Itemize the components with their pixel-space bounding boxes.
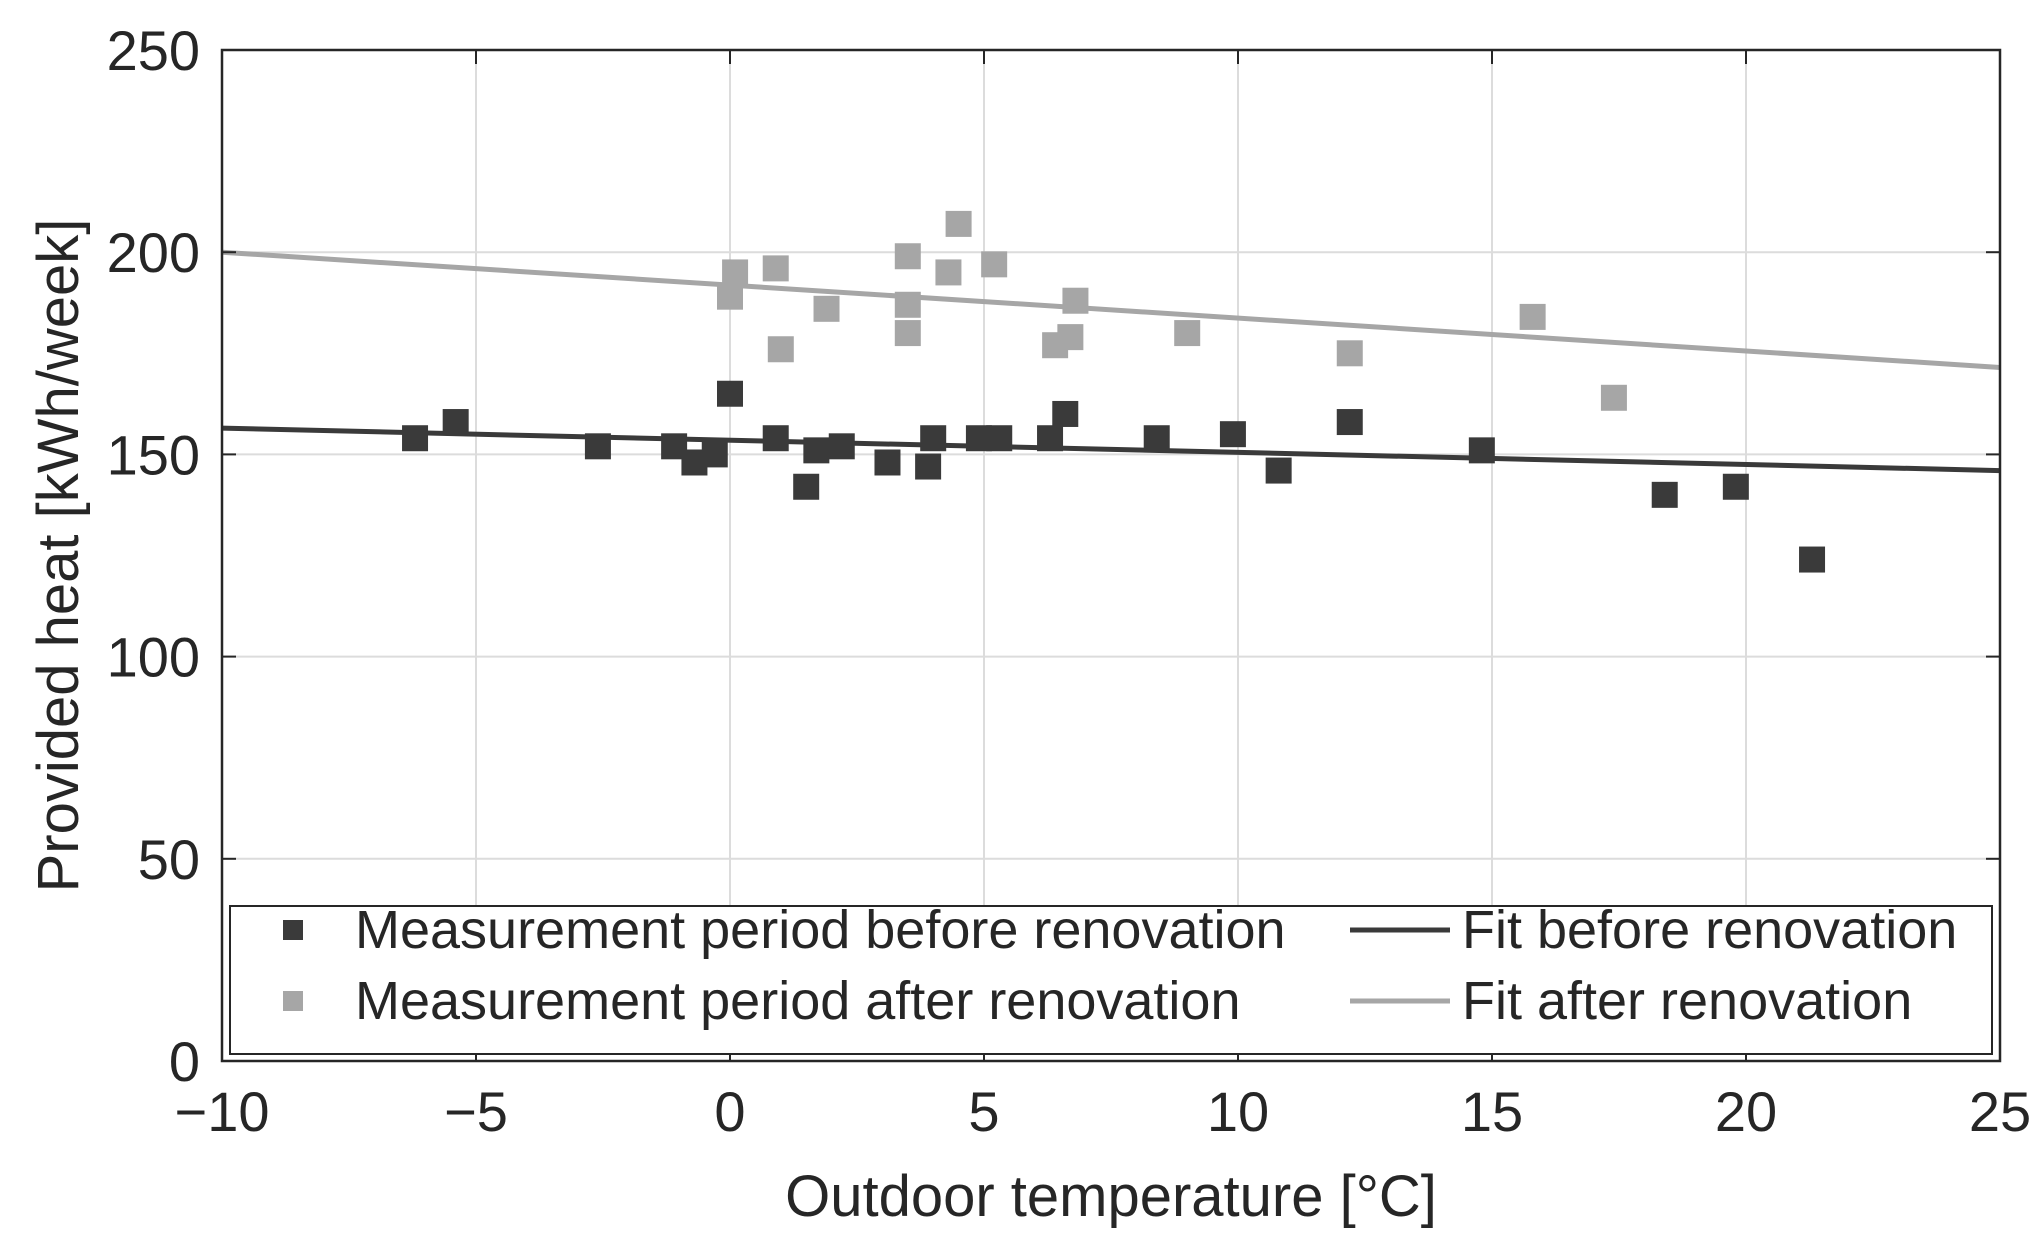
data-point (920, 425, 947, 452)
data-point (1143, 425, 1170, 452)
data-point (402, 425, 429, 452)
y-tick-label: 150 (107, 423, 200, 486)
legend-entry-label: Fit before renovation (1462, 900, 1957, 960)
y-tick-label: 250 (107, 19, 200, 82)
data-point (915, 453, 942, 480)
data-point (1799, 546, 1826, 573)
data-point (1600, 384, 1627, 411)
data-point (762, 255, 789, 282)
data-point (442, 409, 469, 436)
data-point (894, 291, 921, 318)
data-point (986, 425, 1013, 452)
data-point (717, 380, 743, 407)
data-point (584, 433, 611, 460)
y-tick-label: 200 (107, 221, 200, 284)
data-point (803, 437, 830, 464)
x-tick-label: 20 (1715, 1080, 1777, 1143)
data-point (1336, 340, 1363, 367)
y-axis-label: Provided heat [kWh/week] (26, 219, 91, 893)
data-point (894, 320, 921, 347)
legend-box (229, 905, 1993, 1055)
y-tick-label: 50 (138, 828, 200, 891)
data-point (1219, 421, 1246, 448)
data-point (1057, 324, 1084, 351)
legend-entry-label: Fit after renovation (1462, 971, 1912, 1031)
data-point (935, 259, 962, 286)
data-point (701, 441, 728, 468)
data-point (894, 243, 921, 270)
x-tick-label: −5 (444, 1080, 508, 1143)
data-point (722, 259, 749, 286)
data-point (874, 449, 901, 476)
y-tick-label: 0 (169, 1030, 200, 1093)
fit-line (221, 249, 2001, 370)
data-point (717, 283, 743, 310)
x-tick-label: 25 (1969, 1080, 2031, 1143)
data-point (1519, 303, 1546, 330)
data-point (1468, 437, 1495, 464)
plot-frame (220, 48, 2002, 1063)
data-point (1052, 400, 1079, 427)
x-tick-label: 0 (714, 1080, 745, 1143)
data-point (1037, 425, 1064, 452)
x-tick-label: 10 (1207, 1080, 1269, 1143)
fit-line (221, 425, 2001, 474)
legend-entry-label: Measurement period after renovation (355, 971, 1241, 1031)
data-point (828, 433, 855, 460)
legend-entry-label: Measurement period before renovation (355, 900, 1286, 960)
legend: Measurement period before renovation Meas… (229, 900, 1993, 1055)
data-point (1174, 320, 1201, 347)
data-point (1651, 481, 1678, 508)
x-axis-label: Outdoor temperature [°C] (785, 1164, 1437, 1229)
legend-marker (283, 920, 303, 940)
data-point (1062, 287, 1089, 314)
legend-marker (283, 991, 303, 1011)
data-point (1336, 409, 1363, 436)
x-tick-label: −10 (175, 1080, 270, 1143)
data-point (945, 210, 972, 237)
data-point (767, 336, 794, 363)
data-point (793, 473, 820, 500)
data-point (813, 295, 840, 322)
data-points (402, 210, 1826, 573)
x-tick-label: 5 (968, 1080, 999, 1143)
x-tick-label: 15 (1461, 1080, 1523, 1143)
data-point (1265, 457, 1292, 484)
data-point (981, 251, 1008, 278)
fit-lines (221, 249, 2001, 474)
data-point (1722, 473, 1749, 500)
grid-lines (222, 50, 2000, 1061)
data-point (762, 425, 789, 452)
y-tick-label: 100 (107, 626, 200, 689)
